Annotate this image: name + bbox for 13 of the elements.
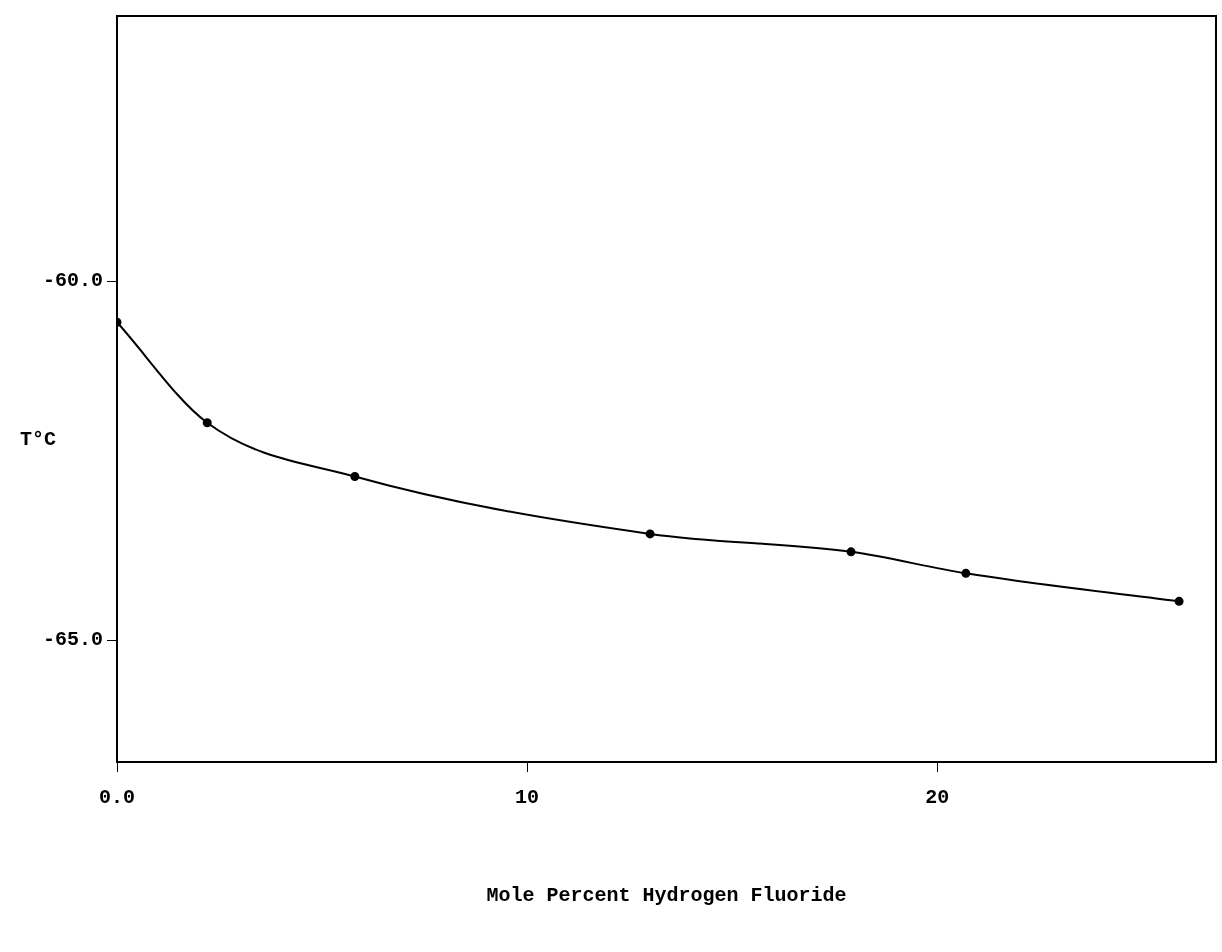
point <box>846 547 856 557</box>
x-tick-label: 10 <box>515 786 540 810</box>
y-axis-title: T°C <box>20 428 57 451</box>
y-tick-label: -60.0 <box>42 269 103 293</box>
point <box>350 472 360 482</box>
point <box>202 418 212 428</box>
point <box>645 529 655 539</box>
point <box>1174 596 1184 606</box>
x-tick-label: 20 <box>925 786 950 810</box>
x-axis-title: Mole Percent Hydrogen Fluoride <box>486 884 847 908</box>
x-tick-label: 0.0 <box>98 786 136 810</box>
point <box>961 568 971 578</box>
y-tick-label: -65.0 <box>42 628 103 652</box>
